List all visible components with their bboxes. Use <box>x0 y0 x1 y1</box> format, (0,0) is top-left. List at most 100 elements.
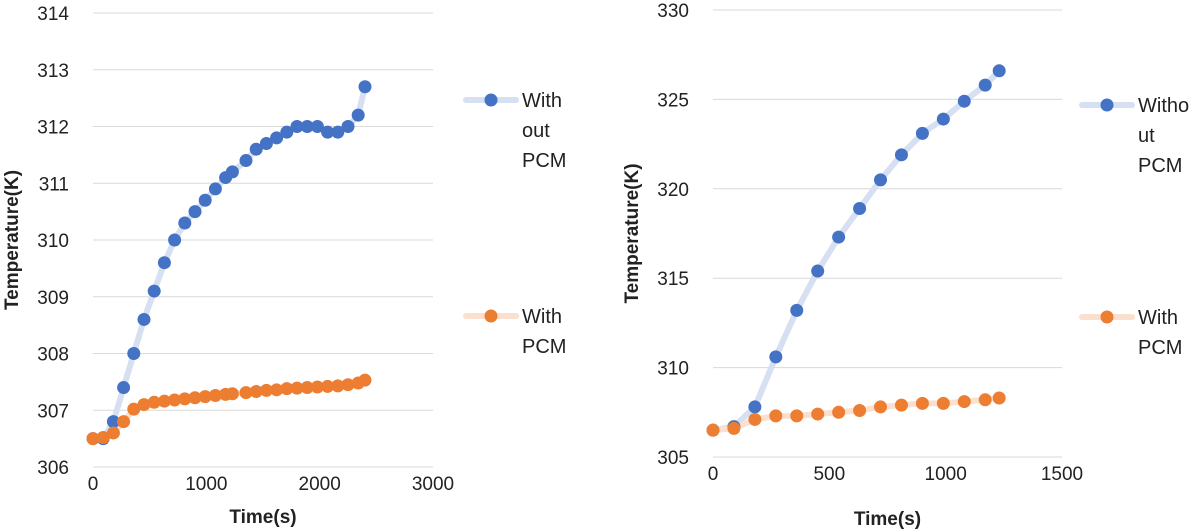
data-point <box>894 148 908 162</box>
data-point <box>915 396 929 410</box>
data-point <box>178 216 192 230</box>
legend-label: PCM <box>1138 337 1182 359</box>
legend-marker <box>484 93 498 107</box>
y-axis-title: Temperature(K) <box>622 163 643 303</box>
y-tick-label: 311 <box>39 174 69 195</box>
data-point <box>117 381 131 395</box>
data-point <box>769 350 783 364</box>
chart-right: 305 310 315 320 325 330 0 500 1000 1500 Time(s) Tem… <box>622 1 1189 530</box>
legend-label: PCM <box>1138 155 1182 177</box>
data-point <box>290 120 304 133</box>
data-point <box>188 391 202 405</box>
legend-marker <box>484 309 498 323</box>
legend-label: With <box>522 90 562 112</box>
data-point <box>358 373 372 387</box>
data-point <box>86 432 100 446</box>
data-point <box>811 407 825 421</box>
x-tick-label: 2000 <box>299 474 341 495</box>
data-point <box>106 415 120 429</box>
data-point <box>853 201 867 215</box>
data-point <box>790 409 804 423</box>
x-tick-label: 1000 <box>925 464 967 485</box>
data-point <box>300 381 314 395</box>
data-point <box>225 387 239 401</box>
data-point <box>259 383 273 397</box>
legend-marker <box>1100 310 1114 324</box>
data-point <box>351 108 365 122</box>
data-point <box>727 421 741 435</box>
data-point <box>137 312 151 326</box>
data-point <box>832 230 846 244</box>
data-point <box>706 423 720 437</box>
y-tick-label: 312 <box>37 118 69 139</box>
y-tick-label: 314 <box>37 4 69 25</box>
data-point <box>936 396 950 410</box>
data-point <box>127 402 141 416</box>
y-tick-label: 307 <box>37 401 69 422</box>
legend-label: With <box>522 306 562 328</box>
y-tick-label: 315 <box>657 269 689 290</box>
x-axis-title: Time(s) <box>854 509 921 530</box>
y-tick-label: 330 <box>657 1 689 22</box>
y-tick-label: 309 <box>37 288 69 309</box>
x-tick-label: 1500 <box>1041 464 1083 485</box>
data-point <box>178 392 192 406</box>
data-point <box>96 430 110 444</box>
y-axis-title: Temperature(K) <box>2 170 23 310</box>
data-point <box>157 394 171 408</box>
data-point <box>168 233 182 247</box>
y-tick-label: 305 <box>657 448 689 469</box>
data-point <box>249 385 263 399</box>
legend-label: ut <box>1138 125 1155 147</box>
data-point <box>769 409 783 423</box>
data-point <box>748 412 762 426</box>
data-point <box>874 173 888 187</box>
data-point <box>137 398 151 412</box>
legend-label: PCM <box>522 336 566 358</box>
data-point <box>341 120 355 133</box>
data-point <box>106 426 120 440</box>
y-tick-label: 325 <box>657 90 689 111</box>
data-point <box>239 154 253 168</box>
data-point <box>832 405 846 419</box>
x-tick-label: 500 <box>813 464 845 485</box>
data-point <box>331 125 345 139</box>
data-point <box>188 205 202 219</box>
data-point <box>992 64 1006 78</box>
data-point <box>157 256 171 270</box>
data-point <box>790 303 804 317</box>
x-tick-label: 3000 <box>412 474 454 495</box>
data-point <box>270 131 284 145</box>
y-tick-label: 310 <box>37 231 69 252</box>
data-point <box>957 94 971 108</box>
series-line <box>710 67 1003 434</box>
data-point <box>127 347 141 360</box>
data-point <box>310 380 324 394</box>
data-point <box>198 193 212 207</box>
legend-label: PCM <box>522 150 566 172</box>
data-point <box>978 78 992 92</box>
data-point <box>168 393 182 407</box>
data-point <box>290 381 304 395</box>
data-point <box>874 400 888 414</box>
legend-label: With <box>1138 307 1178 329</box>
x-axis-title: Time(s) <box>229 507 296 528</box>
data-point <box>341 378 355 392</box>
data-point <box>358 80 372 94</box>
y-tick-label: 310 <box>657 359 689 380</box>
data-point <box>310 120 324 133</box>
data-point <box>300 120 314 133</box>
data-point <box>259 137 273 151</box>
legend-label: out <box>522 120 550 142</box>
data-point <box>957 395 971 409</box>
y-tick-label: 313 <box>37 61 69 82</box>
y-tick-label: 306 <box>37 458 69 479</box>
data-point <box>208 182 222 196</box>
data-point <box>978 393 992 407</box>
y-tick-label: 308 <box>37 345 69 366</box>
data-point <box>992 391 1006 405</box>
data-point <box>198 390 212 404</box>
legend-label: Witho <box>1138 95 1189 117</box>
x-tick-label: 0 <box>88 474 99 495</box>
